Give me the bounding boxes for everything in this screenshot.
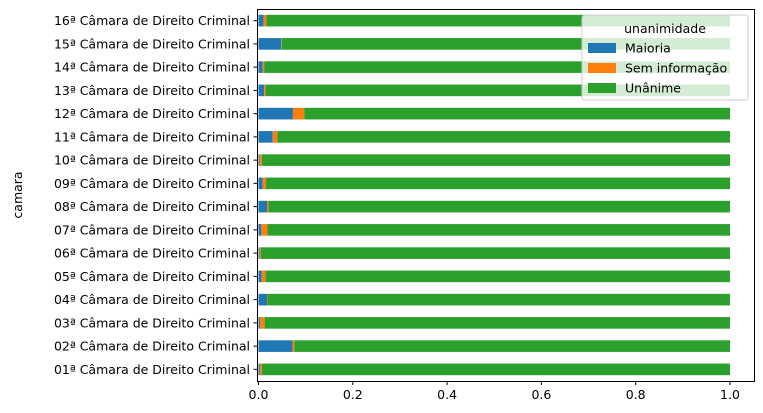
bar-un-nime-3 (264, 317, 730, 329)
bar-un-nime-11 (277, 131, 730, 143)
bar-sem-informa-o-13 (264, 84, 266, 97)
bars-layer (258, 14, 730, 376)
bar-un-nime-4 (267, 293, 730, 306)
bar-maioria-12 (258, 107, 293, 120)
y-axis: 01ª Câmara de Direito Criminal 02ª Câmara… (54, 13, 257, 377)
legend-label: Unânime (625, 81, 681, 96)
bar-un-nime-13 (265, 84, 730, 97)
legend-swatch (588, 43, 616, 53)
y-tick-label: 10ª Câmara de Direito Criminal (54, 153, 250, 168)
plot-frame (257, 9, 755, 382)
bar-maioria-13 (258, 84, 265, 97)
bar-sem-informa-o-14 (262, 61, 265, 73)
y-tick-label: 12ª Câmara de Direito Criminal (54, 106, 250, 121)
bar-sem-informa-o-10 (259, 154, 262, 166)
y-tick-label: 11ª Câmara de Direito Criminal (54, 129, 250, 144)
y-tick-label: 02ª Câmara de Direito Criminal (54, 339, 250, 354)
bar-maioria-8 (258, 200, 267, 213)
y-tick-label: 16ª Câmara de Direito Criminal (54, 13, 250, 28)
bar-maioria-5 (258, 270, 262, 283)
bar-maioria-3 (258, 317, 260, 329)
y-tick-label: 09ª Câmara de Direito Criminal (54, 176, 250, 191)
legend-title: unanimidade (624, 21, 706, 36)
bar-un-nime-9 (266, 177, 730, 190)
y-tick-label: 15ª Câmara de Direito Criminal (54, 36, 250, 51)
legend-box (581, 14, 749, 101)
bar-un-nime-6 (260, 247, 730, 259)
bar-un-nime-14 (264, 61, 730, 73)
bar-sem-informa-o-6 (259, 247, 261, 259)
x-tick-label: 0.4 (437, 387, 457, 402)
legend: unanimidade Maioria Sem informação Unânime (581, 14, 749, 101)
bar-sem-informa-o-11 (272, 131, 278, 143)
y-tick-label: 13ª Câmara de Direito Criminal (54, 83, 250, 98)
bar-maioria-16 (258, 14, 264, 27)
y-tick-label: 05ª Câmara de Direito Criminal (54, 269, 250, 284)
y-tick-label: 06ª Câmara de Direito Criminal (54, 246, 250, 261)
bar-un-nime-16 (266, 14, 730, 27)
bar-un-nime-1 (261, 363, 730, 376)
bar-sem-informa-o-16 (263, 14, 267, 27)
legend-swatch (588, 63, 616, 73)
y-tick-label: 01ª Câmara de Direito Criminal (54, 362, 250, 377)
bar-maioria-9 (258, 177, 263, 190)
bar-maioria-7 (258, 224, 262, 236)
y-tick-label: 07ª Câmara de Direito Criminal (54, 222, 250, 237)
bar-un-nime-7 (267, 224, 730, 236)
y-tick-label: 03ª Câmara de Direito Criminal (54, 315, 250, 330)
x-tick-label: 0.0 (249, 387, 269, 402)
x-axis: 0.0 0.2 0.4 0.6 0.8 1.0 (249, 381, 740, 402)
bar-sem-informa-o-3 (259, 317, 265, 329)
bar-un-nime-2 (294, 340, 730, 352)
x-tick-label: 0.6 (531, 387, 551, 402)
y-axis-title: camara (10, 171, 25, 218)
y-tick-label: 14ª Câmara de Direito Criminal (54, 60, 250, 75)
bar-un-nime-12 (304, 107, 730, 120)
bar-un-nime-5 (265, 270, 730, 283)
bar-maioria-14 (258, 61, 263, 73)
bar-sem-informa-o-7 (261, 224, 268, 236)
bar-sem-informa-o-9 (262, 177, 267, 190)
x-tick-label: 1.0 (720, 387, 740, 402)
bar-un-nime-10 (261, 154, 730, 166)
y-tick-label: 08ª Câmara de Direito Criminal (54, 199, 250, 214)
bar-un-nime-8 (268, 200, 730, 213)
bar-maioria-6 (258, 247, 260, 259)
y-tick-label: 04ª Câmara de Direito Criminal (54, 292, 250, 307)
legend-swatch (588, 83, 616, 93)
bar-sem-informa-o-2 (292, 340, 295, 352)
bar-sem-informa-o-12 (292, 107, 305, 120)
bar-maioria-2 (258, 340, 293, 352)
bar-sem-informa-o-1 (259, 363, 262, 376)
bar-maioria-1 (258, 363, 260, 376)
bar-maioria-11 (258, 131, 273, 143)
bar-maioria-15 (258, 38, 282, 50)
bar-un-nime-15 (281, 38, 730, 50)
bar-maioria-10 (258, 154, 260, 166)
x-tick-label: 0.2 (343, 387, 363, 402)
bar-sem-informa-o-8 (266, 200, 269, 213)
legend-label: Sem informação (625, 61, 727, 76)
x-tick-label: 0.8 (626, 387, 646, 402)
bar-sem-informa-o-5 (261, 270, 266, 283)
legend-label: Maioria (625, 41, 671, 56)
bar-maioria-4 (258, 293, 267, 306)
